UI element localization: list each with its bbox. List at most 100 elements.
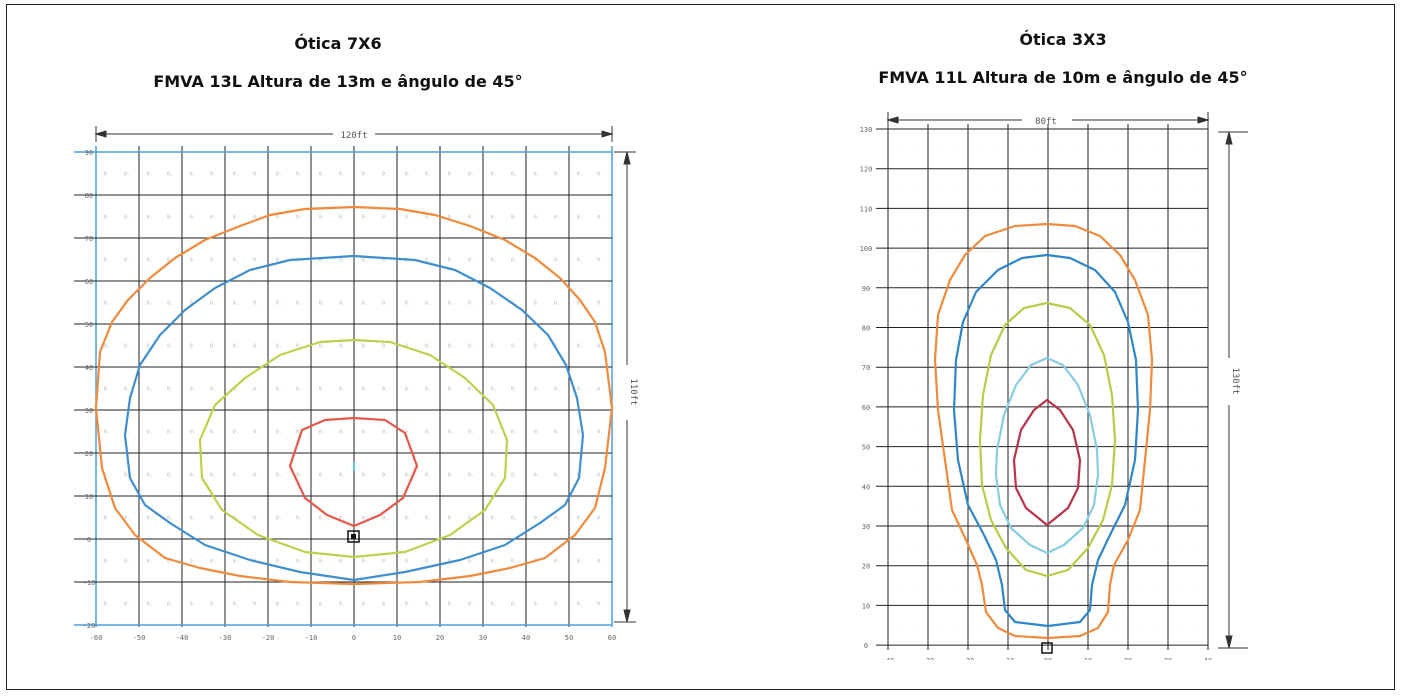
right-y-tick-label: 0	[864, 642, 868, 650]
left-x-tick-label: -30	[219, 634, 232, 642]
left-x-tick-label: 20	[436, 634, 444, 642]
svg-text:·: ·	[896, 544, 899, 550]
svg-text:0.: 0.	[210, 602, 216, 608]
svg-text:0.: 0.	[448, 172, 454, 178]
svg-text:·: ·	[1176, 385, 1179, 391]
svg-text:·: ·	[1115, 584, 1118, 590]
svg-text:0.: 0.	[253, 258, 259, 264]
right-y-tick-label: 50	[862, 444, 870, 452]
svg-text:0.: 0.	[296, 172, 302, 178]
left-luminaire-marker	[347, 530, 360, 543]
svg-text:0.: 0.	[167, 430, 173, 436]
svg-text:·: ·	[915, 425, 918, 431]
svg-text:·: ·	[936, 345, 939, 351]
svg-text:0.: 0.	[448, 344, 454, 350]
svg-text:0.: 0.	[362, 344, 368, 350]
svg-text:0.: 0.	[276, 301, 282, 307]
svg-text:·: ·	[1016, 464, 1019, 470]
svg-text:·: ·	[1075, 266, 1078, 272]
svg-text:0.: 0.	[104, 602, 110, 608]
svg-text:0.: 0.	[362, 516, 368, 522]
left-y-tick-label: 90	[85, 149, 93, 157]
svg-text:·: ·	[1056, 425, 1059, 431]
svg-text:0.: 0.	[511, 172, 517, 178]
svg-text:0.: 0.	[253, 172, 259, 178]
svg-text:·: ·	[1195, 266, 1198, 272]
svg-text:·: ·	[1016, 345, 1019, 351]
svg-text:·: ·	[1056, 226, 1059, 232]
svg-text:0.: 0.	[233, 172, 239, 178]
left-dimension-width	[94, 126, 614, 142]
svg-text:0.: 0.	[597, 387, 603, 393]
svg-text:·: ·	[915, 584, 918, 590]
right-height-label: 130ft	[1230, 367, 1240, 394]
svg-text:0.: 0.	[448, 301, 454, 307]
svg-text:0.: 0.	[296, 430, 302, 436]
svg-text:·: ·	[955, 306, 958, 312]
svg-text:0.: 0.	[210, 559, 216, 565]
left-x-tick-label: 60	[608, 634, 616, 642]
svg-text:0.: 0.	[554, 215, 560, 221]
svg-text:·: ·	[1136, 266, 1139, 272]
svg-text:0.: 0.	[339, 387, 345, 393]
svg-text:0.: 0.	[511, 258, 517, 264]
svg-text:0.: 0.	[253, 344, 259, 350]
svg-text:0.: 0.	[124, 387, 130, 393]
svg-text:·: ·	[915, 345, 918, 351]
svg-text:·: ·	[1056, 623, 1059, 629]
svg-text:0.: 0.	[362, 258, 368, 264]
svg-text:·: ·	[1176, 147, 1179, 153]
svg-text:0.: 0.	[382, 301, 388, 307]
svg-text:0.: 0.	[511, 344, 517, 350]
svg-text:0.: 0.	[554, 172, 560, 178]
svg-text:0.: 0.	[511, 430, 517, 436]
svg-text:0.: 0.	[296, 258, 302, 264]
svg-text:·: ·	[1096, 544, 1099, 550]
svg-text:·: ·	[896, 187, 899, 193]
svg-text:0.: 0.	[233, 387, 239, 393]
svg-text:0.: 0.	[597, 344, 603, 350]
svg-text:0.: 0.	[147, 559, 153, 565]
svg-text:0.: 0.	[534, 473, 540, 479]
svg-text:0.: 0.	[104, 301, 110, 307]
svg-text:0.: 0.	[190, 516, 196, 522]
svg-text:·: ·	[1115, 623, 1118, 629]
svg-text:·: ·	[896, 623, 899, 629]
svg-text:0.: 0.	[554, 516, 560, 522]
svg-text:·: ·	[1195, 187, 1198, 193]
right-dimension-height	[1218, 131, 1248, 649]
left-subtitle: FMVA 13L Altura de 13m e ângulo de 45°	[153, 72, 523, 91]
svg-text:·: ·	[936, 306, 939, 312]
svg-text:·: ·	[936, 623, 939, 629]
svg-text:0.: 0.	[210, 473, 216, 479]
svg-text:·: ·	[955, 464, 958, 470]
right-contour-lightblue	[994, 356, 1100, 555]
svg-text:0.: 0.	[405, 602, 411, 608]
svg-text:0.: 0.	[554, 258, 560, 264]
svg-text:·: ·	[976, 187, 979, 193]
svg-text:0.: 0.	[296, 473, 302, 479]
svg-text:·: ·	[976, 464, 979, 470]
svg-text:·: ·	[1096, 187, 1099, 193]
svg-text:·: ·	[1096, 345, 1099, 351]
left-y-tick-label: 10	[85, 493, 93, 501]
svg-text:0.: 0.	[362, 215, 368, 221]
svg-text:·: ·	[936, 464, 939, 470]
svg-text:0.: 0.	[147, 215, 153, 221]
svg-text:·: ·	[896, 345, 899, 351]
svg-text:0.: 0.	[276, 387, 282, 393]
svg-text:0.: 0.	[597, 602, 603, 608]
svg-text:0.: 0.	[124, 215, 130, 221]
svg-text:·: ·	[1035, 306, 1038, 312]
svg-text:·: ·	[976, 544, 979, 550]
svg-text:0.: 0.	[382, 473, 388, 479]
svg-text:·: ·	[1195, 147, 1198, 153]
svg-text:0.: 0.	[468, 215, 474, 221]
svg-text:0.: 0.	[319, 344, 325, 350]
svg-text:·: ·	[1035, 584, 1038, 590]
svg-text:·: ·	[1096, 226, 1099, 232]
left-y-tick-label: 30	[85, 407, 93, 415]
svg-text:·: ·	[896, 147, 899, 153]
svg-text:·: ·	[955, 584, 958, 590]
svg-text:·: ·	[915, 266, 918, 272]
